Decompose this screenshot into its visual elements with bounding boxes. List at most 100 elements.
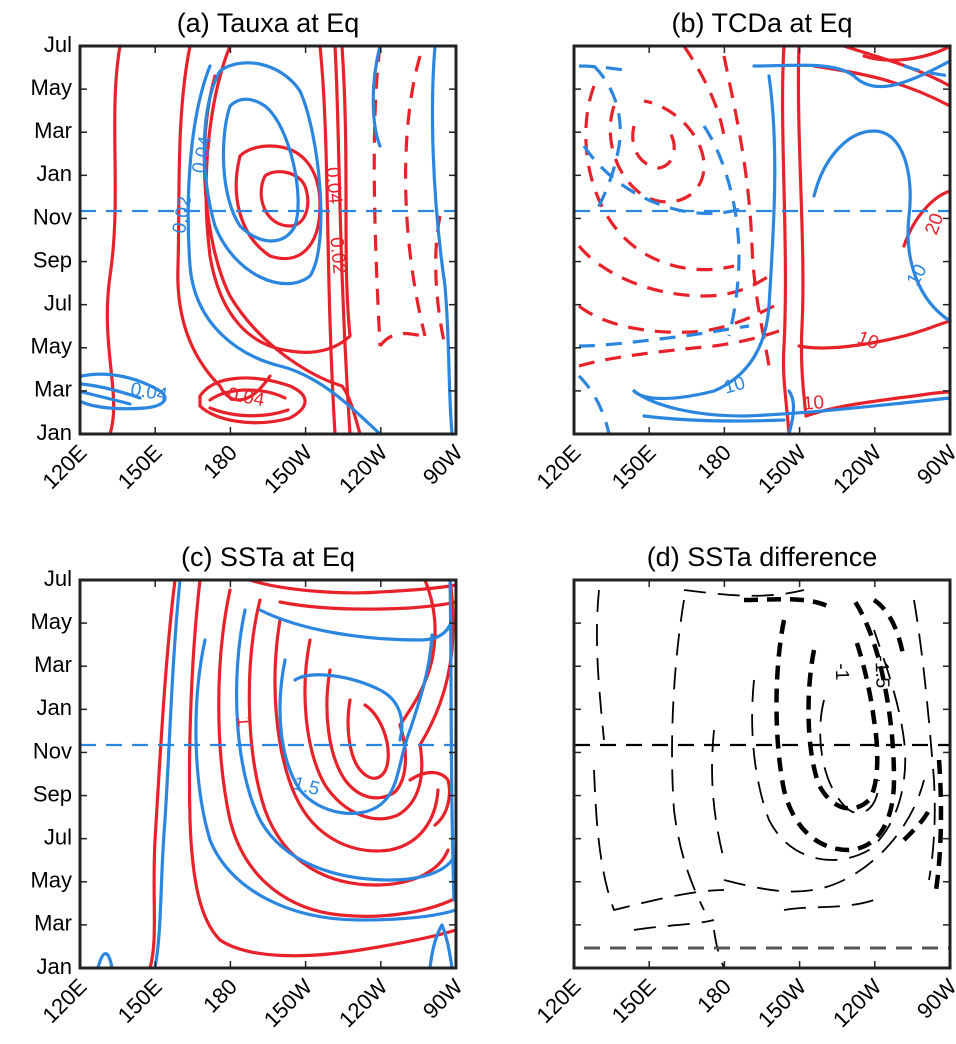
x-tick-label: 90W [418,440,468,490]
y-tick-label: Mar [34,652,72,677]
diff-contour [751,629,907,861]
panel-d-title: (d) SSTa difference [647,542,878,572]
sst-blue-contour [235,608,454,882]
x-tick-label: 120E [532,974,586,1028]
tau-blue-contour [202,61,323,286]
diff-contour-bold [902,808,932,842]
panel-d: (d) SSTa difference -1.5 -1 [532,542,956,1032]
contour-label: 20 [921,211,948,238]
tcd-red-dashed [608,99,706,204]
contour-label: 10 [854,327,881,354]
sst-blue-contour [96,952,114,970]
sst-red-contour [217,588,454,918]
sst-red-contour [187,578,458,958]
sst-blue-contour [428,923,454,970]
x-tick-label: 150W [753,440,811,498]
x-tick-label: 180 [692,440,736,484]
x-tick-label: 120W [334,974,392,1032]
panel-a: (a) Tauxa at Eq 0.04 [30,8,467,498]
contour-label: 0.02 [325,236,349,275]
diff-contour-bold [743,596,836,612]
tau-red-contour [259,170,310,228]
sst-red-contour [325,668,408,800]
tcd-red-contour [842,44,952,88]
panel-b-contour-labels: 20 10 10 10 10 [722,211,949,415]
tcd-blue-dashed [577,374,611,435]
tau-red-westerly-patch [198,376,307,425]
tau-red-contour [333,44,352,436]
panel-c: (c) SSTa at Eq 1.5 [30,542,467,1032]
y-tick-label: Jul [44,566,72,591]
y-tick-label: Sep [33,247,72,272]
sst-red-contour [278,600,458,611]
tcd-red-dashed [584,85,735,272]
diff-contour [711,729,725,861]
tau-red-contour [318,44,337,436]
tau-blue-contour [430,44,454,436]
sst-red-contour [303,638,424,821]
x-tick-label: 120W [334,440,392,498]
tcd-blue-dashed [592,64,622,217]
x-tick-label: 120W [828,974,886,1032]
panel-c-contours [96,578,458,970]
sst-red-contour [248,578,458,595]
tcd-blue-contour [642,414,786,423]
diff-contour [683,589,805,597]
panel-b-title: (b) TCDa at Eq [671,8,852,38]
tau-blue-contour [371,44,382,148]
tcd-red-contour [780,44,791,436]
sst-blue-contour [258,608,452,642]
panel-b-x-tick-labels: 120E 150E 180 150W 120W 90W [532,46,956,498]
tcd-blue-contour [632,74,777,401]
tau-blue-easterly-patch [80,372,167,411]
contour-label: -1 [831,663,853,681]
tau-red-westerly-patch [208,388,290,418]
panel-c-title: (c) SSTa at Eq [181,542,355,572]
tau-blue-contour [221,97,300,243]
diff-contour [913,599,936,881]
diff-contour-bold [872,598,907,661]
panel-d-y-tick-marks [574,579,950,969]
tcd-red-dashed [578,329,780,368]
sst-red-contour [408,770,452,827]
x-tick-label: 180 [692,974,736,1018]
x-tick-label: 90W [912,974,956,1024]
x-tick-label: 120W [828,440,886,498]
tcd-blue-contour [787,389,796,436]
sst-red-contour [148,578,177,970]
tcd-red-contour [796,44,808,418]
tau-blue-easterly-patch [80,382,142,406]
tcd-blue-dashed [582,145,750,216]
sst-red-contour [398,578,437,727]
y-tick-label: May [30,75,72,100]
sst-blue-contour [194,638,458,922]
panel-a-axes-box [78,44,458,436]
contour-label: 0.02 [169,195,196,235]
sst-blue-contour [278,633,434,815]
panel-b-contours [577,44,952,436]
tcd-blue-dashed [903,64,951,78]
y-tick-label: May [30,868,72,893]
panel-d-contour-labels: -1.5 -1 [831,655,893,688]
contour-label: 0.04 [321,166,345,205]
panel-b-y-tick-marks [574,45,950,435]
contour-label: 0.04 [129,379,169,406]
y-tick-label: Sep [33,781,72,806]
tau-red-contour-dashed [403,55,427,337]
x-tick-label: 180 [198,440,242,484]
tcd-red-dashed [631,125,676,170]
x-tick-label: 150E [113,974,167,1028]
diff-contour-bold [933,759,944,891]
tcd-red-dashed [722,55,771,367]
y-tick-label: Jan [37,420,72,445]
tcd-blue-contour [632,389,952,418]
tcd-red-dashed [682,45,726,137]
diff-contour [633,919,715,931]
panel-d-contours [593,589,944,969]
tau-red-contour [176,44,272,402]
x-tick-label: 150W [753,974,811,1032]
y-tick-label: Nov [33,738,72,763]
contour-label: 10 [802,392,825,415]
diff-contour-bold [774,598,897,853]
